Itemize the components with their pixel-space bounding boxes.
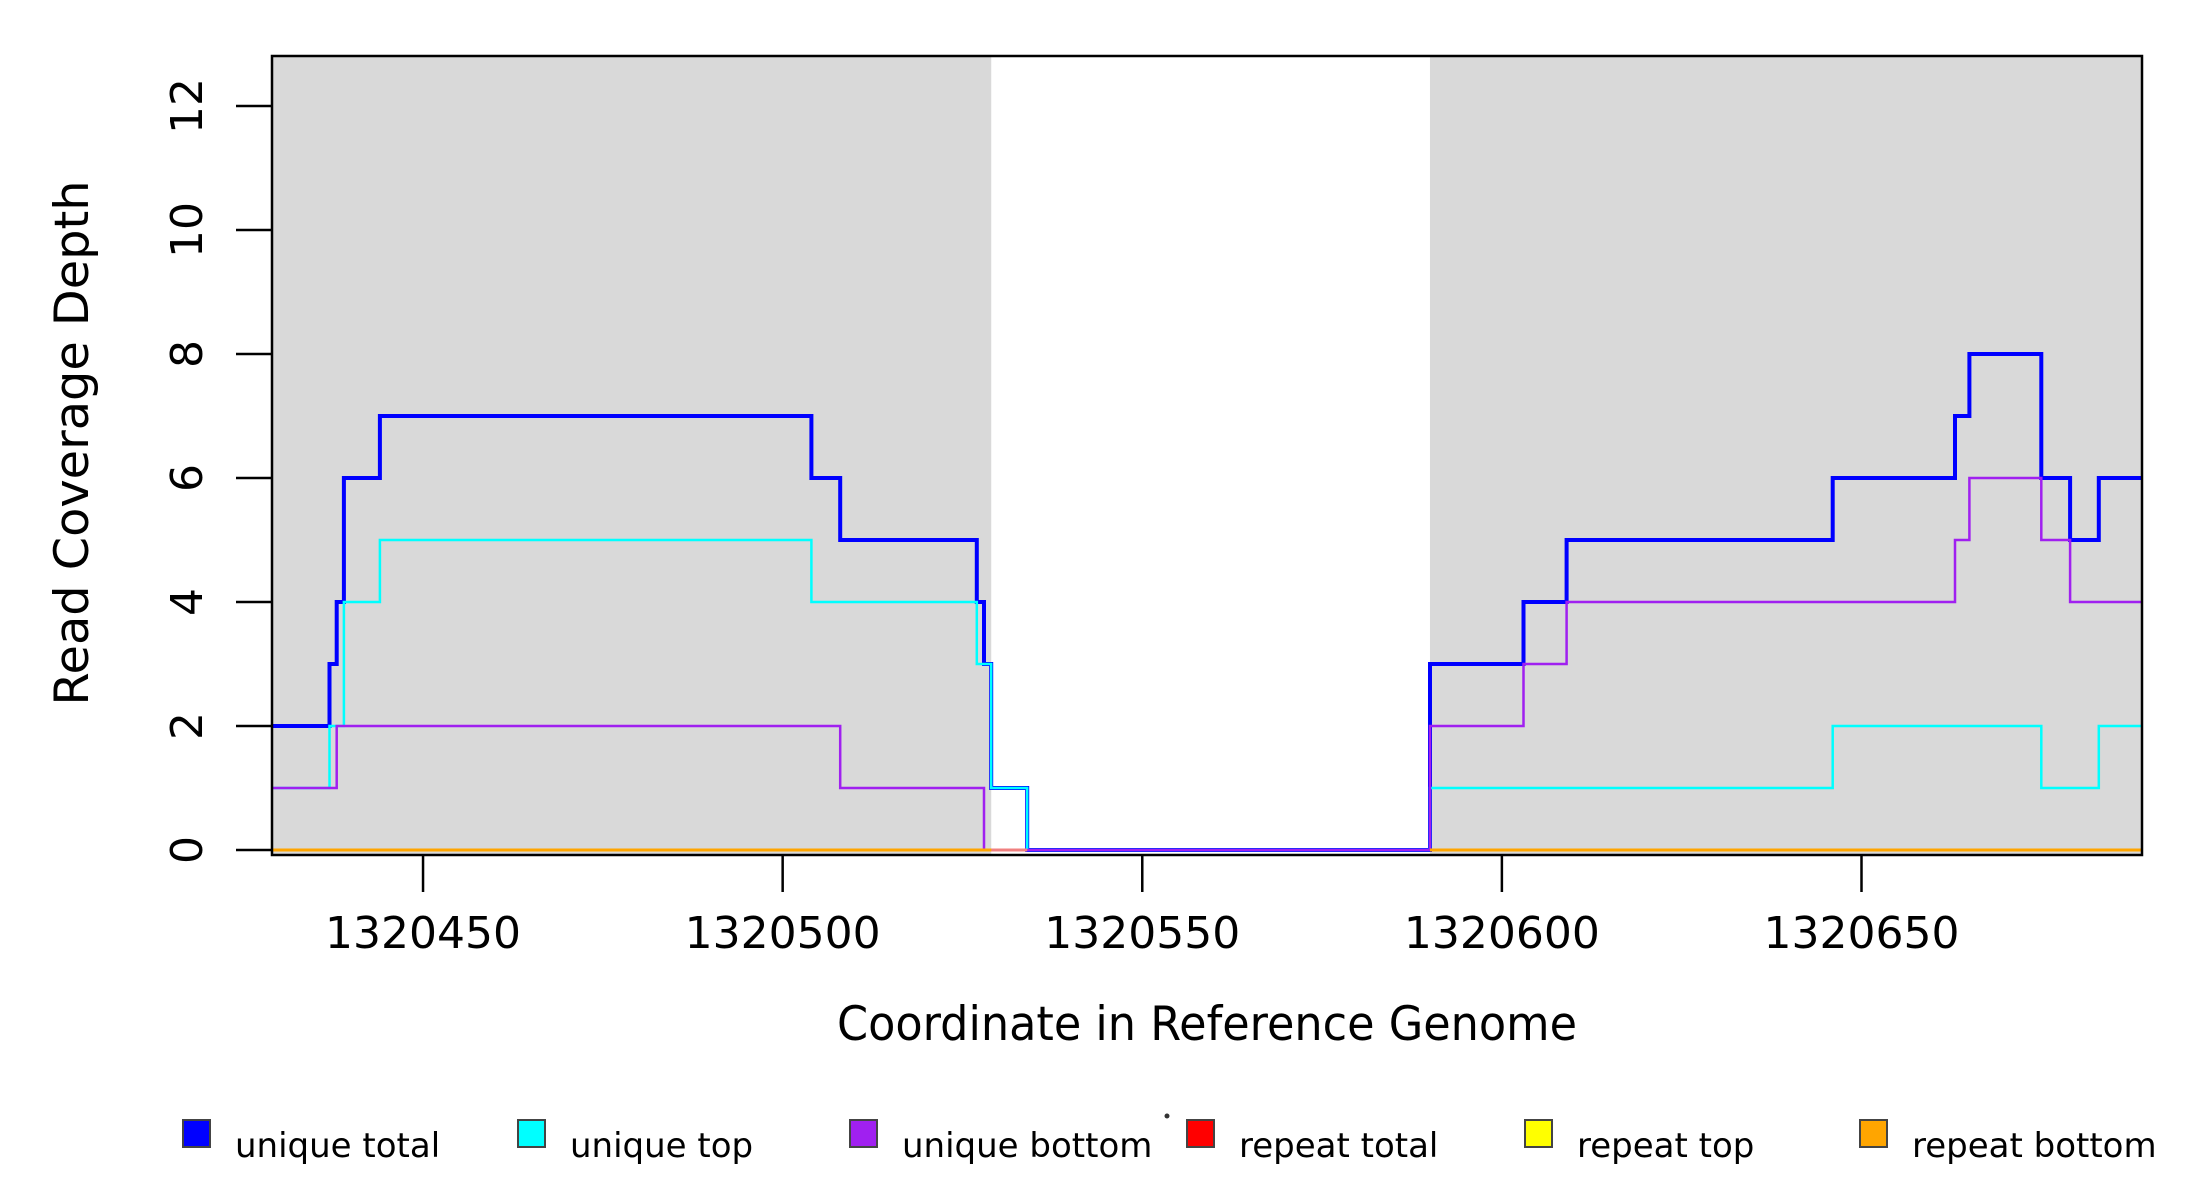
legend-swatch-unique-top [517,1119,546,1148]
axes: 1320450 1320500 1320550 1320600 1320650 0 2 4 6 8… [162,78,1959,959]
y-tick-label: 8 [162,340,213,368]
y-tick-label: 0 [162,836,213,864]
x-tick-label: 1320500 [685,908,881,959]
x-axis-title: Coordinate in Reference Genome [837,997,1577,1052]
unique-region-right [1429,56,2142,855]
legend-item-repeat-total: repeat total [1186,1119,1438,1166]
y-axis-title: Read Coverage Depth [45,181,100,706]
legend-label-repeat-total: repeat total [1239,1126,1438,1166]
x-tick-label: 1320550 [1044,908,1240,959]
legend-item-unique-total: unique total [182,1119,440,1166]
legend-swatch-repeat-total [1186,1119,1215,1148]
series-line-unique-bottom [272,476,2142,852]
plot-border [270,54,2144,857]
legend-swatch-unique-bottom [849,1119,878,1148]
plot-frame [270,54,2144,857]
y-tick-label: 12 [162,78,213,134]
legend-label-unique-bottom: unique bottom [902,1126,1152,1166]
legend-label-unique-total: unique total [235,1126,440,1166]
legend-label-repeat-bottom: repeat bottom [1912,1126,2157,1166]
legend-item-repeat-top: repeat top [1524,1119,1754,1166]
legend-swatch-repeat-top [1524,1119,1553,1148]
x-tick-label: 1320600 [1404,908,1600,959]
legend-label-unique-top: unique top [570,1126,753,1166]
stray-dot [1164,1113,1170,1119]
series-line-unique-top [272,538,2142,852]
y-tick-label: 2 [162,712,213,740]
x-tick-label: 1320650 [1764,908,1960,959]
unique-region-left [272,56,992,855]
legend-swatch-unique-total [182,1119,211,1148]
legend-item-unique-bottom: unique bottom [849,1119,1152,1166]
legend-label-repeat-top: repeat top [1577,1126,1754,1166]
y-tick-label: 4 [162,588,213,616]
y-tick-label: 10 [162,202,213,258]
legend-swatch-repeat-bottom [1859,1119,1888,1148]
legend-item-repeat-bottom: repeat bottom [1859,1119,2157,1166]
shaded-regions [272,56,2142,855]
legend: unique total unique top unique bottom repea… [182,1119,2157,1166]
legend-item-unique-top: unique top [517,1119,753,1166]
x-tick-label: 1320450 [325,908,521,959]
y-tick-label: 6 [162,464,213,492]
